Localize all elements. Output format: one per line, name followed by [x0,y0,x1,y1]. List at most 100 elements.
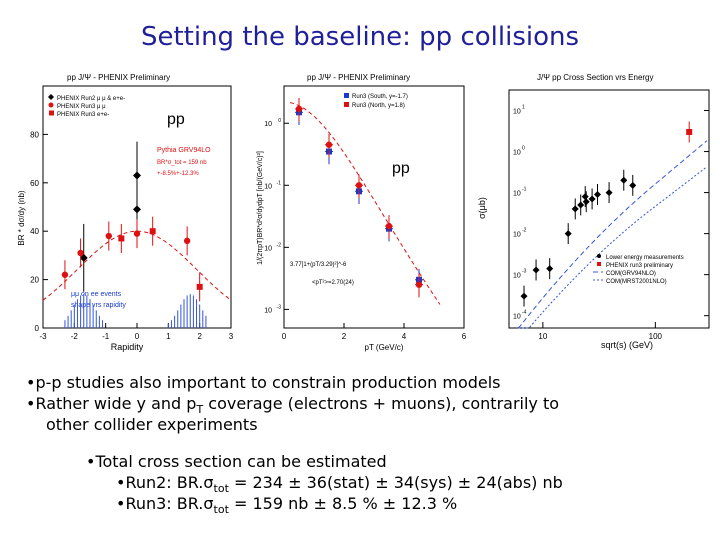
pt-fit-annotation: 3.77[1+(pT/3.29)²]^-6 [290,262,347,268]
run3-mumu-point [183,237,191,245]
rapidity-xlabel: Rapidity [111,342,144,352]
rapidity-xtick-label: 2 [197,332,202,341]
energy-ytick-exp: 1 [522,105,525,111]
bullet-run3: •Run3: BR.σtot = 159 nb ± 8.5 % ± 12.3 % [116,494,458,517]
lower-energy-point [582,198,590,206]
pt-plot-frame [283,85,465,329]
run3-post: = 159 nb ± 8.5 % ± 12.3 % [228,494,458,513]
energy-ytick-label: 10 [513,273,521,280]
run2-sub: tot [213,482,229,496]
energy-legend-entry: Lower energy measurements [606,255,684,261]
bullet-production-models: •p-p studies also important to constrain… [26,373,501,392]
pt-legend-entry: Run3 (North, y=1.8) [352,103,405,109]
rapidity-xtick-label: 0 [135,332,140,341]
energy-legend-entry: COM(GRV94NLO) [606,271,656,277]
pt-north-point [295,105,303,113]
bullet-coverage-cont: other collider experiments [46,415,258,434]
rapidity-pp-label: pp [167,111,185,128]
run3-ee-point [118,235,125,242]
phenix-run3-point [686,128,693,135]
energy-legend-entry: COM(MRST2001NLO) [606,279,667,285]
lower-energy-point [564,230,572,238]
pt-fit-annotation: <pT²>=2.70(24) [312,280,354,286]
run3-ee-point [196,283,203,290]
energy-ytick-exp: -4 [522,310,527,316]
energy-legend-marker [597,254,601,258]
pt-ytick-exp: 0 [278,118,281,124]
pt-xtick-label: 6 [462,332,467,341]
run3-sigma: σ [203,494,214,513]
rapidity-plot: pp J/Ψ - PHENIX Preliminary -3 -2 -1 0 1 2 3 0 2… [17,73,234,352]
pt-plot: pp J/Ψ - PHENIX Preliminary 0 2 4 6 10 0 10 -1 1… [257,73,467,352]
pt-north-point [325,141,333,148]
energy-legend-entry: PHENIX run3 preliminary [606,263,673,269]
pt-north-point [415,281,423,288]
bullet-1-text: p-p studies also important to constrain … [35,373,501,392]
rapidity-xtick-label: -1 [102,332,110,341]
energy-ytick-exp: -2 [522,228,527,234]
rapidity-xtick-label: -3 [39,332,47,341]
run3-mumu-point [77,249,84,257]
energy-ytick-exp: 0 [522,146,525,152]
rapidity-annotation: +-8.5%+-12.3% [157,171,199,177]
lower-energy-point [571,205,579,213]
rapidity-plot-title: pp J/Ψ - PHENIX Preliminary [67,73,170,82]
run3-pre: Run3: BR. [125,494,204,513]
energy-legend-marker [597,262,601,266]
energy-ytick-label: 10 [513,191,521,198]
rapidity-annotation: shape vrs rapidity [71,302,126,309]
bullet-run2: •Run2: BR.σtot = 234 ± 36(stat) ± 34(sys… [116,473,563,496]
rapidity-ylabel: BR * dσ/dy (nb) [17,190,26,246]
energy-ytick-label: 10 [513,150,521,157]
rapidity-xtick-label: -2 [71,332,79,341]
com-mrst2001-curve [517,166,708,329]
rapidity-ytick-label: 80 [30,130,39,139]
run2-sigma: σ [203,473,214,492]
bullet-3-text: Total cross section can be estimated [95,452,387,471]
rapidity-annotation: BR*σ_tot = 159 nb [157,160,207,166]
run2-point [133,171,141,180]
rapidity-ytick-label: 40 [30,227,39,236]
rapidity-xtick-label: 1 [166,332,171,341]
run3-mumu-point [105,232,113,240]
run3-mumu-point [61,271,69,278]
energy-plot: J/Ψ pp Cross Section vrs Energy 10 100101… [477,73,710,350]
rapidity-annotation: μμ on ee events [71,291,122,298]
legend-marker [49,110,54,116]
pt-legend-marker [344,102,349,107]
pt-ytick-label: 10 [264,307,272,314]
lower-energy-point [629,181,637,189]
energy-ytick-label: 10 [513,232,521,239]
pt-ytick-label: 10 [264,183,272,190]
com-grv94-curve [517,140,708,329]
pt-ytick-exp: -1 [277,180,282,186]
bullet-2-sub: T [196,403,204,417]
rapidity-ytick-label: 60 [30,179,39,188]
pt-fit-curve [289,102,441,305]
rapidity-ytick-label: 0 [35,324,40,333]
energy-ylabel: σ(μb) [477,197,487,219]
energy-plot-title: J/Ψ pp Cross Section vrs Energy [537,73,654,82]
energy-ytick-exp: -3 [522,269,527,275]
rapidity-xtick-label: 3 [229,332,234,341]
energy-ytick-exp: -1 [522,187,527,193]
pt-xtick-label: 2 [342,332,347,341]
run3-ee-point [149,228,156,235]
pt-ytick-label: 10 [264,121,272,128]
pt-north-point [385,222,393,230]
pt-ytick-exp: -3 [277,304,282,310]
pt-legend-entry: Run3 (South, y=-1.7) [352,94,408,100]
pt-ylabel: 1/(2πpT)BR*d²σ/dydpT [nb/(GeV/c)²] [257,151,264,265]
rapidity-legend-entry: PHENIX Run3 μ μ [57,104,106,110]
pt-legend-marker [344,93,349,98]
rapidity-annotation: Pythia GRV94LO [157,147,211,154]
energy-ytick-label: 10 [513,109,521,116]
energy-ytick-label: 10 [513,314,521,321]
rapidity-ytick-label: 20 [30,276,39,285]
bullet-2-pre: Rather wide y and p [35,394,197,413]
bullet-2-post: coverage (electrons + muons), contrarily… [203,394,560,413]
run2-post: = 234 ± 36(stat) ± 34(sys) ± 24(abs) nb [228,473,563,492]
rapidity-legend-entry: PHENIX Run2 μ μ & e+e- [57,96,125,102]
lower-energy-point [605,189,613,197]
legend-marker [48,94,54,100]
